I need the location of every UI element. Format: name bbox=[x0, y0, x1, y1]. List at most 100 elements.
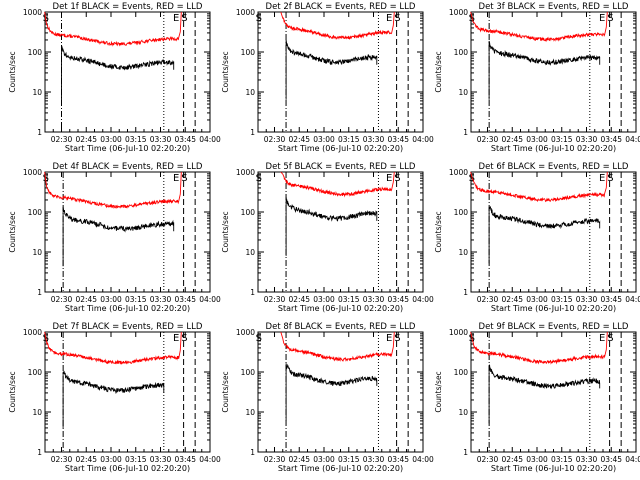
x-tick-label: 02:45 bbox=[501, 295, 523, 304]
y-tick-label: 100 bbox=[241, 208, 256, 217]
x-axis-label: Start Time (06-Jul-10 02:20:20) bbox=[278, 144, 403, 153]
x-axis-label: Start Time (06-Jul-10 02:20:20) bbox=[65, 144, 190, 153]
x-tick-label: 03:00 bbox=[100, 135, 122, 144]
events-series-line bbox=[285, 39, 378, 100]
y-tick-label: 10 bbox=[245, 408, 255, 417]
segment-marker-label: S bbox=[256, 13, 262, 24]
plot-frame bbox=[257, 171, 424, 293]
y-tick-label: 1 bbox=[463, 448, 468, 457]
events-series-line bbox=[488, 364, 601, 424]
y-tick-label: 1000 bbox=[23, 8, 42, 17]
plot-title: Det 6f BLACK = Events, RED = LLD bbox=[479, 162, 629, 172]
detector-plot: Det 3f BLACK = Events, RED = LLD 1 10 100 10… bbox=[434, 2, 640, 153]
plot-frame bbox=[44, 11, 211, 133]
y-tick-label: 1000 bbox=[23, 168, 42, 177]
x-tick-label: 03:45 bbox=[174, 135, 196, 144]
x-tick-label: 03:00 bbox=[526, 295, 548, 304]
plot-frame bbox=[470, 331, 637, 453]
lld-series-line bbox=[44, 331, 182, 365]
y-tick-label: 10 bbox=[32, 88, 42, 97]
x-tick-label: 03:15 bbox=[338, 135, 360, 144]
plot-frame bbox=[257, 331, 424, 453]
x-tick-label: 02:45 bbox=[75, 295, 97, 304]
y-tick-label: 10 bbox=[458, 408, 468, 417]
x-tick-label: 02:45 bbox=[288, 135, 310, 144]
segment-marker-label: S bbox=[469, 173, 475, 184]
y-tick-label: 1 bbox=[37, 448, 42, 457]
x-tick-label: 03:45 bbox=[387, 135, 409, 144]
x-tick-label: 03:00 bbox=[100, 295, 122, 304]
segment-marker-label: S bbox=[256, 333, 262, 344]
y-tick-label: 10 bbox=[245, 248, 255, 257]
x-tick-label: 03:00 bbox=[313, 295, 335, 304]
x-tick-label: 03:15 bbox=[551, 455, 573, 464]
plot-title: Det 5f BLACK = Events, RED = LLD bbox=[266, 162, 416, 172]
x-tick-label: 04:00 bbox=[199, 455, 221, 464]
x-tick-label: 03:15 bbox=[125, 455, 147, 464]
y-tick-label: 1 bbox=[37, 128, 42, 137]
y-axis-label: Counts/sec bbox=[8, 211, 17, 252]
detector-plot: Det 6f BLACK = Events, RED = LLD 1 10 100 10… bbox=[434, 162, 640, 313]
plot-frame bbox=[44, 171, 211, 293]
lld-series-line bbox=[470, 171, 608, 203]
x-tick-label: 04:00 bbox=[625, 295, 640, 304]
lld-series-line bbox=[280, 171, 395, 198]
y-axis-label: Counts/sec bbox=[434, 371, 443, 412]
x-tick-label: 02:30 bbox=[264, 295, 286, 304]
events-series-line bbox=[285, 197, 378, 256]
x-tick-label: 02:45 bbox=[288, 455, 310, 464]
plot-frame bbox=[257, 11, 424, 133]
lld-series-line bbox=[470, 331, 608, 365]
x-axis-label: Start Time (06-Jul-10 02:20:20) bbox=[65, 304, 190, 313]
detector-plot: Det 7f BLACK = Events, RED = LLD 1 10 100 10… bbox=[8, 322, 221, 473]
x-tick-label: 03:00 bbox=[526, 135, 548, 144]
y-tick-label: 1 bbox=[250, 128, 255, 137]
y-tick-label: 100 bbox=[454, 368, 469, 377]
x-tick-label: 03:30 bbox=[363, 455, 385, 464]
segment-marker-label: E bbox=[386, 13, 392, 24]
y-tick-label: 10 bbox=[32, 408, 42, 417]
x-tick-label: 03:30 bbox=[150, 295, 172, 304]
plot-frame bbox=[470, 11, 637, 133]
segment-marker-label: E bbox=[386, 333, 392, 344]
plot-title: Det 8f BLACK = Events, RED = LLD bbox=[266, 322, 416, 332]
y-axis-label: Counts/sec bbox=[8, 371, 17, 412]
x-tick-label: 03:45 bbox=[600, 295, 622, 304]
detector-plot: Det 8f BLACK = Events, RED = LLD 1 10 100 10… bbox=[221, 322, 434, 473]
plot-title: Det 1f BLACK = Events, RED = LLD bbox=[53, 2, 203, 12]
x-tick-label: 03:00 bbox=[100, 455, 122, 464]
x-tick-label: 02:30 bbox=[477, 135, 499, 144]
x-tick-label: 03:15 bbox=[551, 135, 573, 144]
x-tick-label: 03:30 bbox=[150, 455, 172, 464]
y-axis-label: Counts/sec bbox=[434, 51, 443, 92]
y-tick-label: 10 bbox=[245, 88, 255, 97]
y-tick-label: 100 bbox=[241, 48, 256, 57]
x-axis-label: Start Time (06-Jul-10 02:20:20) bbox=[278, 304, 403, 313]
x-tick-label: 03:30 bbox=[363, 135, 385, 144]
y-tick-label: 1000 bbox=[236, 168, 255, 177]
x-tick-label: 04:00 bbox=[625, 135, 640, 144]
y-tick-label: 1000 bbox=[449, 328, 468, 337]
x-tick-label: 03:15 bbox=[338, 455, 360, 464]
y-tick-label: 10 bbox=[458, 248, 468, 257]
detector-plot: Det 9f BLACK = Events, RED = LLD 1 10 100 10… bbox=[434, 322, 640, 473]
y-tick-label: 100 bbox=[28, 208, 43, 217]
x-tick-label: 02:30 bbox=[477, 455, 499, 464]
y-tick-label: 1 bbox=[463, 288, 468, 297]
x-tick-label: 03:30 bbox=[576, 135, 598, 144]
x-tick-label: 03:00 bbox=[526, 455, 548, 464]
segment-marker-label: S bbox=[181, 173, 187, 184]
events-series-line bbox=[488, 206, 601, 264]
x-tick-label: 03:15 bbox=[338, 295, 360, 304]
y-tick-label: 1 bbox=[37, 288, 42, 297]
y-axis-label: Counts/sec bbox=[8, 51, 17, 92]
y-tick-label: 100 bbox=[28, 48, 43, 57]
x-tick-label: 02:45 bbox=[75, 455, 97, 464]
x-tick-label: 03:30 bbox=[363, 295, 385, 304]
x-tick-label: 03:15 bbox=[125, 135, 147, 144]
segment-marker-label: S bbox=[181, 333, 187, 344]
segment-marker-label: E bbox=[173, 13, 179, 24]
segment-marker-label: S bbox=[607, 333, 613, 344]
x-tick-label: 02:45 bbox=[75, 135, 97, 144]
